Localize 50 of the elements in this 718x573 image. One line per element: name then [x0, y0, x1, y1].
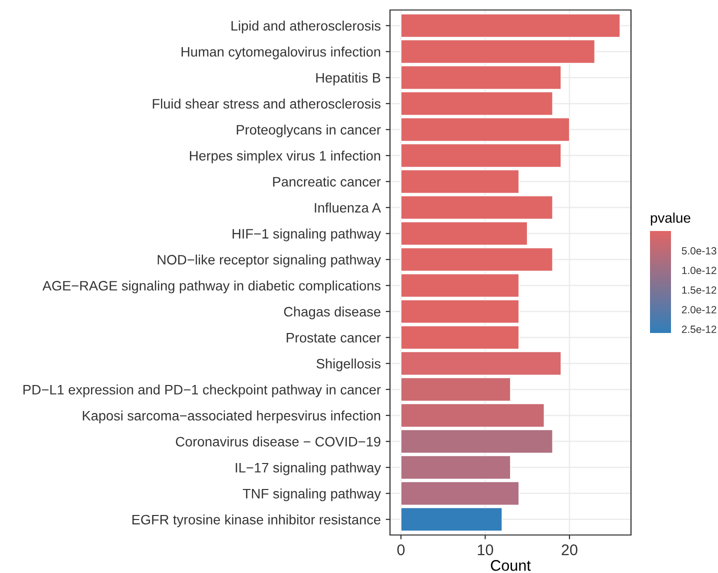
- y-tick-label: Fluid shear stress and atherosclerosis: [152, 98, 380, 109]
- bar: [400, 429, 554, 454]
- x-tick-label: 0: [397, 544, 405, 556]
- bar: [400, 481, 520, 506]
- y-tick-label: Kaposi sarcoma−associated herpesvirus infection: [82, 410, 380, 424]
- y-tick-label: Hepatitis B: [316, 72, 380, 86]
- bar: [400, 13, 620, 38]
- bar: [400, 247, 554, 272]
- color-bar-label: 2.0e-12: [682, 306, 716, 314]
- bar: [400, 507, 502, 532]
- y-tick-label: Herpes simplex virus 1 infection: [190, 150, 380, 164]
- bar: [400, 455, 511, 480]
- bar: [400, 195, 554, 220]
- y-tick-label: Prostate cancer: [286, 333, 381, 343]
- bar: [400, 377, 511, 402]
- y-tick-label: Pancreatic cancer: [273, 176, 381, 187]
- y-tick-label: IL−17 signaling pathway: [236, 462, 381, 476]
- y-tick-label: HIF−1 signaling pathway: [232, 228, 381, 242]
- color-bar-label: 5.0e-13: [682, 247, 716, 254]
- y-tick-label: Lipid and atherosclerosis: [232, 20, 380, 34]
- color-bar-label: 1.5e-12: [682, 286, 716, 294]
- x-axis-title: Count: [490, 560, 531, 571]
- y-tick-label: TNF signaling pathway: [242, 488, 381, 502]
- y-tick-label: Influenza A: [314, 202, 381, 213]
- y-tick-label: PD−L1 expression and PD−1 checkpoint pathway in cancer: [23, 384, 381, 398]
- x-tick-label: 20: [562, 544, 578, 556]
- bar: [400, 403, 545, 428]
- bar: [400, 91, 554, 116]
- y-tick-label: EGFR tyrosine kinase inhibitor resistance: [132, 514, 380, 528]
- y-tick-label: Proteoglycans in cancer: [236, 124, 381, 138]
- x-tick-label: 10: [478, 544, 494, 556]
- bar: [400, 143, 562, 168]
- bar: [400, 325, 520, 350]
- bar: [400, 351, 562, 376]
- y-tick-label: Chagas disease: [284, 306, 380, 320]
- bar: [400, 299, 520, 324]
- color-bar-label: 2.5e-12: [682, 326, 716, 333]
- color-bar-title: pvalue: [650, 212, 690, 226]
- y-tick-label: Human cytomegalovirus infection: [182, 46, 380, 60]
- bar: [400, 221, 528, 246]
- color-bar-label: 1.0e-12: [682, 266, 716, 274]
- y-tick-label: Shigellosis: [316, 358, 380, 372]
- bar: [400, 39, 596, 64]
- bar: [400, 169, 520, 194]
- y-tick-label: NOD−like receptor signaling pathway: [158, 254, 381, 268]
- y-tick-label: AGE−RAGE signaling pathway in diabetic complications: [42, 280, 380, 294]
- bar: [400, 273, 520, 298]
- bar: [400, 65, 562, 90]
- bar: [400, 117, 570, 142]
- y-tick-label: Coronavirus disease − COVID−19: [176, 436, 380, 446]
